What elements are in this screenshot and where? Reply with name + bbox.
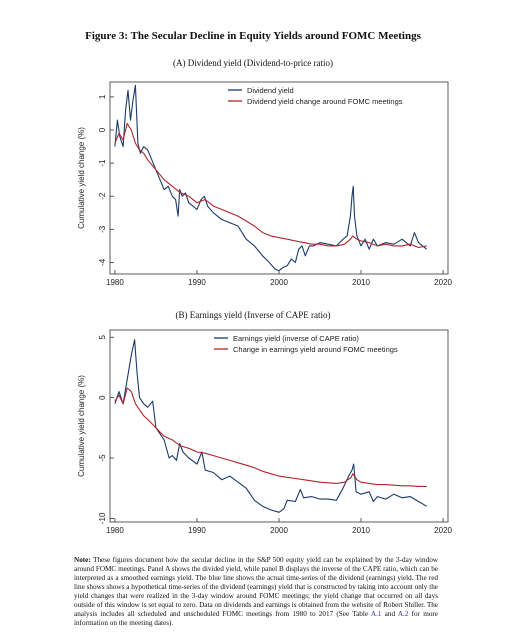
y-tick-label: 0 — [98, 395, 107, 400]
y-tick-label: 5 — [98, 334, 107, 339]
legend-label-blue: Dividend yield — [247, 86, 294, 95]
y-axis-label: Cumulative yield change (%) — [77, 127, 86, 229]
blue-series-line — [114, 84, 428, 272]
earnings-yield-chart: 1980 1990 2000 2010 2020 5 0 -5 -10 Cumulative yi… — [77, 329, 453, 535]
table-ref-a1-link[interactable]: A.1 — [370, 610, 382, 618]
note-mid: and — [381, 610, 398, 618]
legend-label-blue: Earnings yield (inverse of CAPE ratio) — [233, 334, 359, 343]
dividend-yield-chart: 1980 1990 2000 2010 2020 1 0 -1 -2 -3 -4 Cumulative… — [77, 81, 453, 287]
x-tick-label: 1980 — [106, 526, 124, 535]
y-tick-label: -10 — [98, 512, 107, 524]
y-tick-label: 1 — [98, 94, 107, 99]
legend-label-red: Dividend yield change around FOMC meetin… — [247, 97, 403, 106]
red-series-line — [114, 387, 427, 487]
note-label: Note: — [74, 556, 91, 564]
x-tick-label: 1990 — [188, 526, 206, 535]
y-tick-label: -4 — [98, 258, 107, 266]
x-tick-label: 2010 — [352, 526, 370, 535]
y-tick-label: -1 — [98, 159, 107, 167]
legend-label-red: Change in earnings yield around FOMC mee… — [233, 345, 398, 354]
plot-frame — [109, 81, 449, 275]
blue-series-line — [114, 339, 427, 513]
x-tick-label: 2010 — [352, 278, 370, 287]
x-tick-label: 2020 — [434, 278, 452, 287]
y-tick-label: -3 — [98, 225, 107, 233]
panel-b-title: (B) Earnings yield (Inverse of CAPE rati… — [175, 310, 331, 320]
red-series-line — [114, 122, 427, 249]
note-tail: for more information on the meeting date… — [74, 610, 439, 627]
figure-title: Figure 3: The Secular Decline in Equity … — [85, 30, 421, 42]
y-tick-label: -2 — [98, 192, 107, 200]
x-tick-label: 1990 — [188, 278, 206, 287]
x-tick-label: 1980 — [106, 278, 124, 287]
table-ref-a2-link[interactable]: A.2 — [397, 610, 409, 618]
plot-frame — [109, 329, 449, 523]
y-tick-label: 0 — [98, 127, 107, 132]
y-axis-label: Cumulative yield change (%) — [77, 375, 86, 477]
figure-note: Note: These figures document how the sec… — [74, 556, 438, 628]
x-tick-label: 2020 — [434, 526, 452, 535]
y-tick-label: -5 — [98, 454, 107, 462]
x-tick-label: 2000 — [270, 278, 288, 287]
note-text: These figures document how the secular d… — [74, 556, 438, 618]
x-tick-label: 2000 — [270, 526, 288, 535]
panel-a-title: (A) Dividend yield (Dividend-to-price ra… — [173, 58, 333, 68]
